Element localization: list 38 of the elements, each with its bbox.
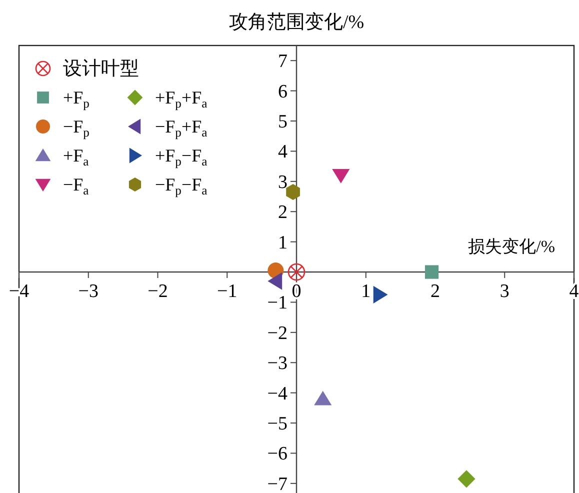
legend-label: +F$_{p}$−F$_{a}$	[155, 146, 208, 168]
x-tick-label: 3	[500, 281, 510, 302]
y-tick-label: −4	[267, 383, 288, 404]
point	[314, 390, 332, 406]
x-tick-label: 2	[430, 281, 440, 302]
y-tick-label: 1	[278, 232, 288, 254]
legend-label: −F$_{p}$+F$_{a}$	[155, 116, 208, 140]
y-tick-label: −3	[267, 353, 288, 374]
legend-label: −F$_{p}$	[63, 116, 90, 140]
y-tick-label: 6	[278, 81, 288, 102]
legend-label: +F$_{a}$	[63, 146, 90, 168]
point	[373, 286, 388, 304]
y-tick-label: 3	[278, 172, 288, 193]
point	[268, 272, 282, 290]
point	[288, 263, 306, 281]
x-tick-label: −1	[217, 281, 238, 302]
y-tick-label: −5	[267, 414, 288, 435]
x-axis-title: 损失变化/%	[468, 237, 555, 256]
y-axis-title: 攻角范围变化/%	[228, 11, 364, 33]
point	[458, 470, 476, 488]
point	[332, 168, 350, 184]
y-tick-label: 4	[278, 142, 288, 163]
legend-label: 设计叶型	[63, 58, 139, 80]
y-tick-label: −7	[267, 474, 288, 493]
y-tick-label: −2	[267, 322, 288, 344]
y-tick-label: −6	[267, 444, 288, 465]
legend-label: −F$_{a}$	[63, 174, 90, 198]
legend-label: −F$_{p}$−F$_{a}$	[155, 174, 208, 198]
x-tick-label: 1	[361, 281, 371, 302]
y-tick-label: 7	[278, 51, 288, 72]
legend-label: +F$_{p}$+F$_{a}$	[155, 88, 208, 110]
x-tick-label: −2	[148, 281, 168, 302]
x-tick-label: −3	[78, 281, 98, 302]
y-tick-label: 5	[278, 112, 288, 133]
legend-label: +F$_{p}$	[63, 88, 90, 110]
point	[286, 184, 300, 200]
y-tick-label: 2	[278, 202, 288, 224]
point	[424, 265, 439, 279]
